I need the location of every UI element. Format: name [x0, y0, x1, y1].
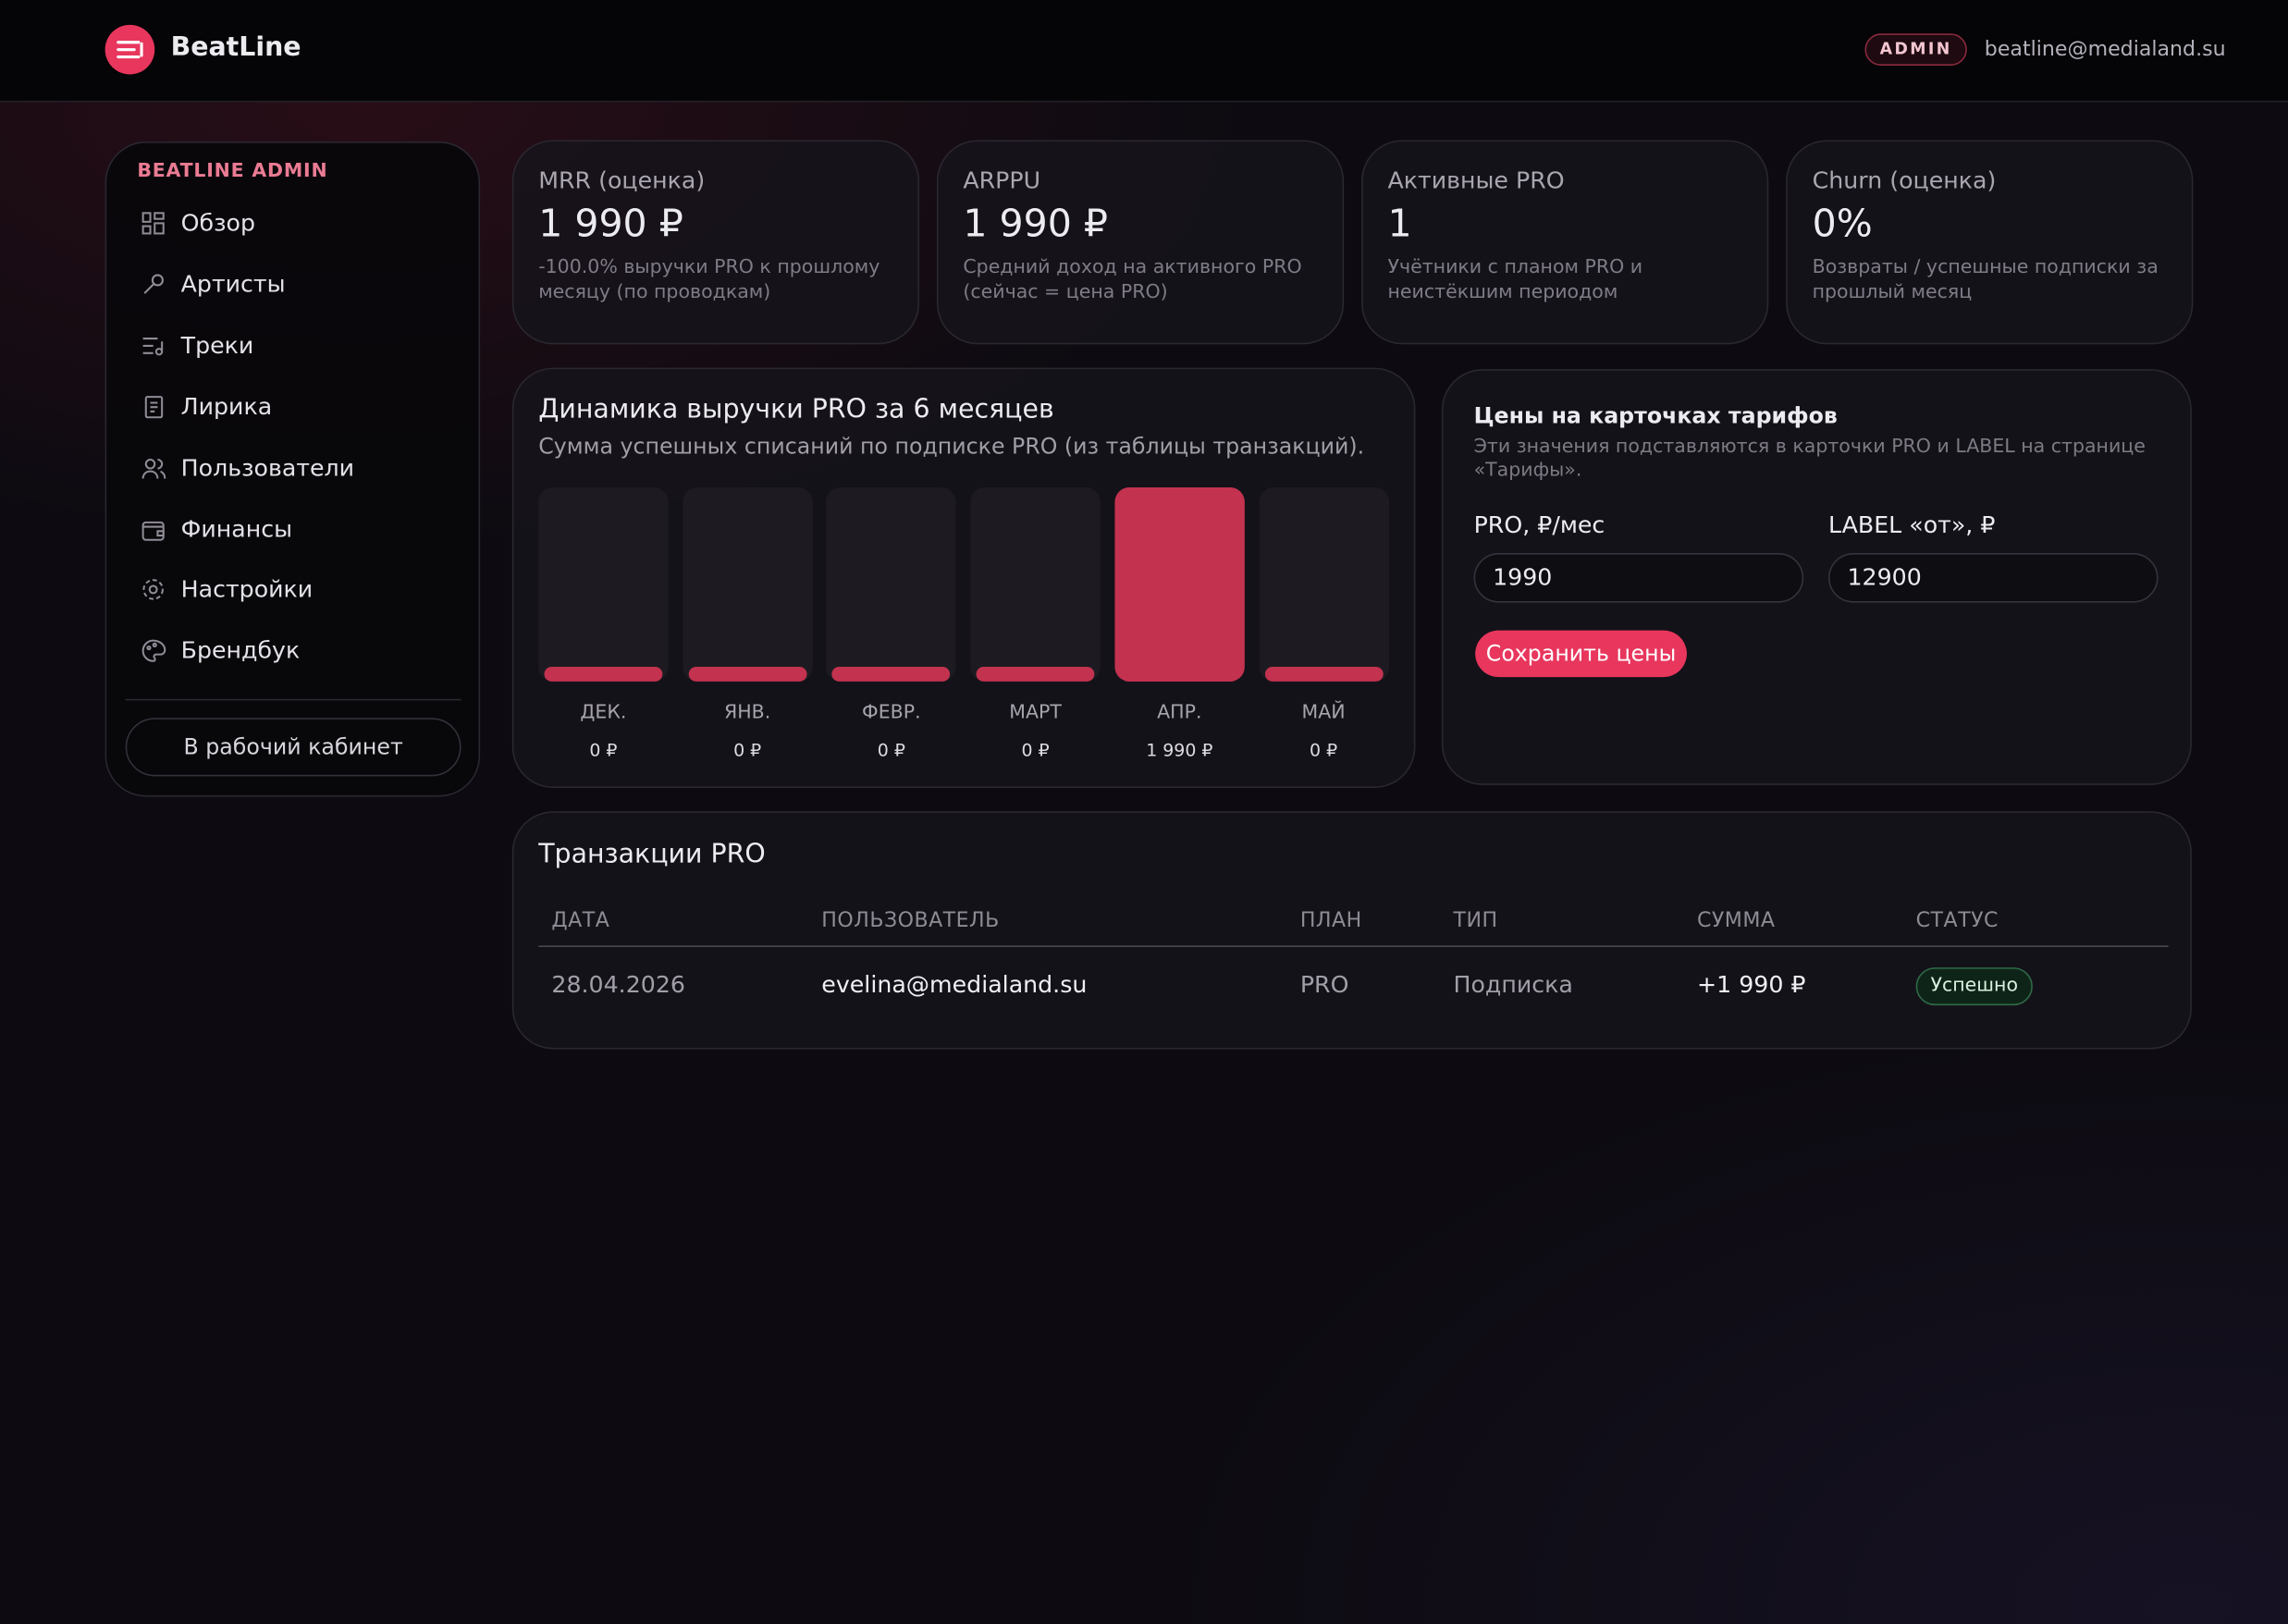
transactions-card: [511, 811, 2192, 1050]
month-label: АПР.: [1157, 701, 1202, 724]
cabinet-button[interactable]: В рабочий кабинет: [125, 718, 461, 777]
nav-item[interactable]: Артисты: [180, 269, 286, 298]
nav-icon: [142, 337, 164, 356]
nav-icon: [142, 579, 164, 601]
logo[interactable]: [105, 24, 155, 75]
bar-floor: [1264, 667, 1383, 682]
price-input[interactable]: 1990: [1473, 552, 1804, 603]
nav-item[interactable]: Брендбук: [180, 636, 301, 665]
price-input[interactable]: 12900: [1827, 552, 2159, 603]
kpi-card: [936, 140, 1345, 345]
column-header: ТИП: [1453, 908, 1498, 933]
column-header: ДАТА: [551, 908, 610, 933]
sidebar-title: BEATLINE ADMIN: [137, 160, 328, 183]
kpi-label: Активные PRO: [1387, 166, 1565, 194]
user-email: beatline@medialand.su: [1984, 38, 2226, 62]
divider: [125, 698, 461, 701]
table-cell: +1 990 ₽: [1696, 970, 1806, 999]
kpi-note: -100.0% выручки PRO к прошлому месяцу (п…: [538, 256, 880, 303]
transactions-title: Транзакции PRO: [538, 839, 766, 870]
logo-icon: [117, 41, 143, 59]
bar: [1114, 486, 1245, 682]
kpi-note: Средний доход на активного PRO (сейчас =…: [963, 256, 1302, 303]
kpi-note: Возвраты / успешные подписки за прошлый …: [1812, 256, 2159, 303]
month-label: ДЕК.: [580, 701, 627, 724]
prices-title: Цены на карточках тарифов: [1473, 402, 1838, 429]
table-cell: evelina@medialand.su: [821, 970, 1088, 999]
nav-item[interactable]: Лирика: [180, 391, 273, 420]
role-badge: ADMIN: [1864, 33, 1967, 67]
nav-item[interactable]: Обзор: [180, 208, 255, 237]
nav-icon: [141, 521, 165, 541]
value-label: 0 ₽: [1310, 739, 1338, 761]
value-label: 1 990 ₽: [1146, 739, 1213, 761]
chart-title: Динамика выручки PRO за 6 месяцев: [538, 394, 1054, 425]
kpi-value: 1: [1387, 203, 1412, 247]
kpi-card: [511, 140, 920, 345]
table-cell: Подписка: [1453, 970, 1573, 999]
brand[interactable]: BeatLine: [170, 31, 301, 63]
value-label: 0 ₽: [877, 739, 905, 761]
bar-track: [826, 486, 957, 682]
month-label: МАЙ: [1301, 701, 1346, 724]
table-rule: [538, 945, 2169, 947]
nav-item[interactable]: Финансы: [180, 514, 293, 543]
month-label: ФЕВР.: [862, 701, 921, 724]
bar-floor: [688, 667, 807, 682]
bar-track: [1258, 486, 1389, 682]
field-label: LABEL «от», ₽: [1827, 511, 1996, 539]
kpi-label: ARPPU: [963, 166, 1041, 194]
column-header: ПОЛЬЗОВАТЕЛЬ: [821, 908, 1000, 933]
kpi-card: [1786, 140, 2194, 345]
value-label: 0 ₽: [589, 739, 618, 761]
month-label: ЯНВ.: [723, 701, 771, 724]
table-cell: PRO: [1299, 970, 1349, 999]
kpi-label: Churn (оценка): [1812, 166, 1997, 194]
nav-icon: [141, 458, 166, 478]
kpi-note: Учётники с планом PRO и неистёкшим перио…: [1387, 256, 1643, 303]
column-header: ПЛАН: [1299, 908, 1362, 933]
bar-floor: [831, 667, 951, 682]
kpi-label: MRR (оценка): [538, 166, 706, 194]
kpi-value: 1 990 ₽: [538, 203, 683, 247]
nav-icon: [143, 274, 164, 294]
nav-icon: [141, 640, 166, 663]
kpi-value: 0%: [1812, 203, 1873, 247]
save-button[interactable]: Сохранить цены: [1475, 630, 1687, 678]
nav-item[interactable]: Треки: [180, 330, 254, 359]
nav-item[interactable]: Настройки: [180, 575, 314, 604]
nav-icon: [144, 395, 164, 418]
kpi-value: 1 990 ₽: [963, 203, 1108, 247]
sidebar: [105, 141, 481, 797]
table-cell: 28.04.2026: [551, 970, 685, 999]
month-label: МАРТ: [1009, 701, 1062, 724]
column-header: СТАТУС: [1915, 908, 1999, 933]
prices-description: Эти значения подставляются в карточки PR…: [1473, 436, 2146, 482]
bar-track: [538, 486, 669, 682]
bar-track: [970, 486, 1101, 682]
nav-icon: [141, 212, 165, 235]
bar-track: [682, 486, 813, 682]
value-label: 0 ₽: [1021, 739, 1050, 761]
kpi-card: [1361, 140, 1769, 345]
value-label: 0 ₽: [733, 739, 762, 761]
bar-floor: [976, 667, 1095, 682]
chart-subtitle: Сумма успешных списаний по подписке PRO …: [538, 433, 1365, 461]
column-header: СУММА: [1696, 908, 1776, 933]
status-badge: Успешно: [1915, 967, 2033, 1006]
field-label: PRO, ₽/мес: [1473, 511, 1605, 539]
nav-item[interactable]: Пользователи: [180, 453, 355, 482]
bar-floor: [544, 667, 663, 682]
